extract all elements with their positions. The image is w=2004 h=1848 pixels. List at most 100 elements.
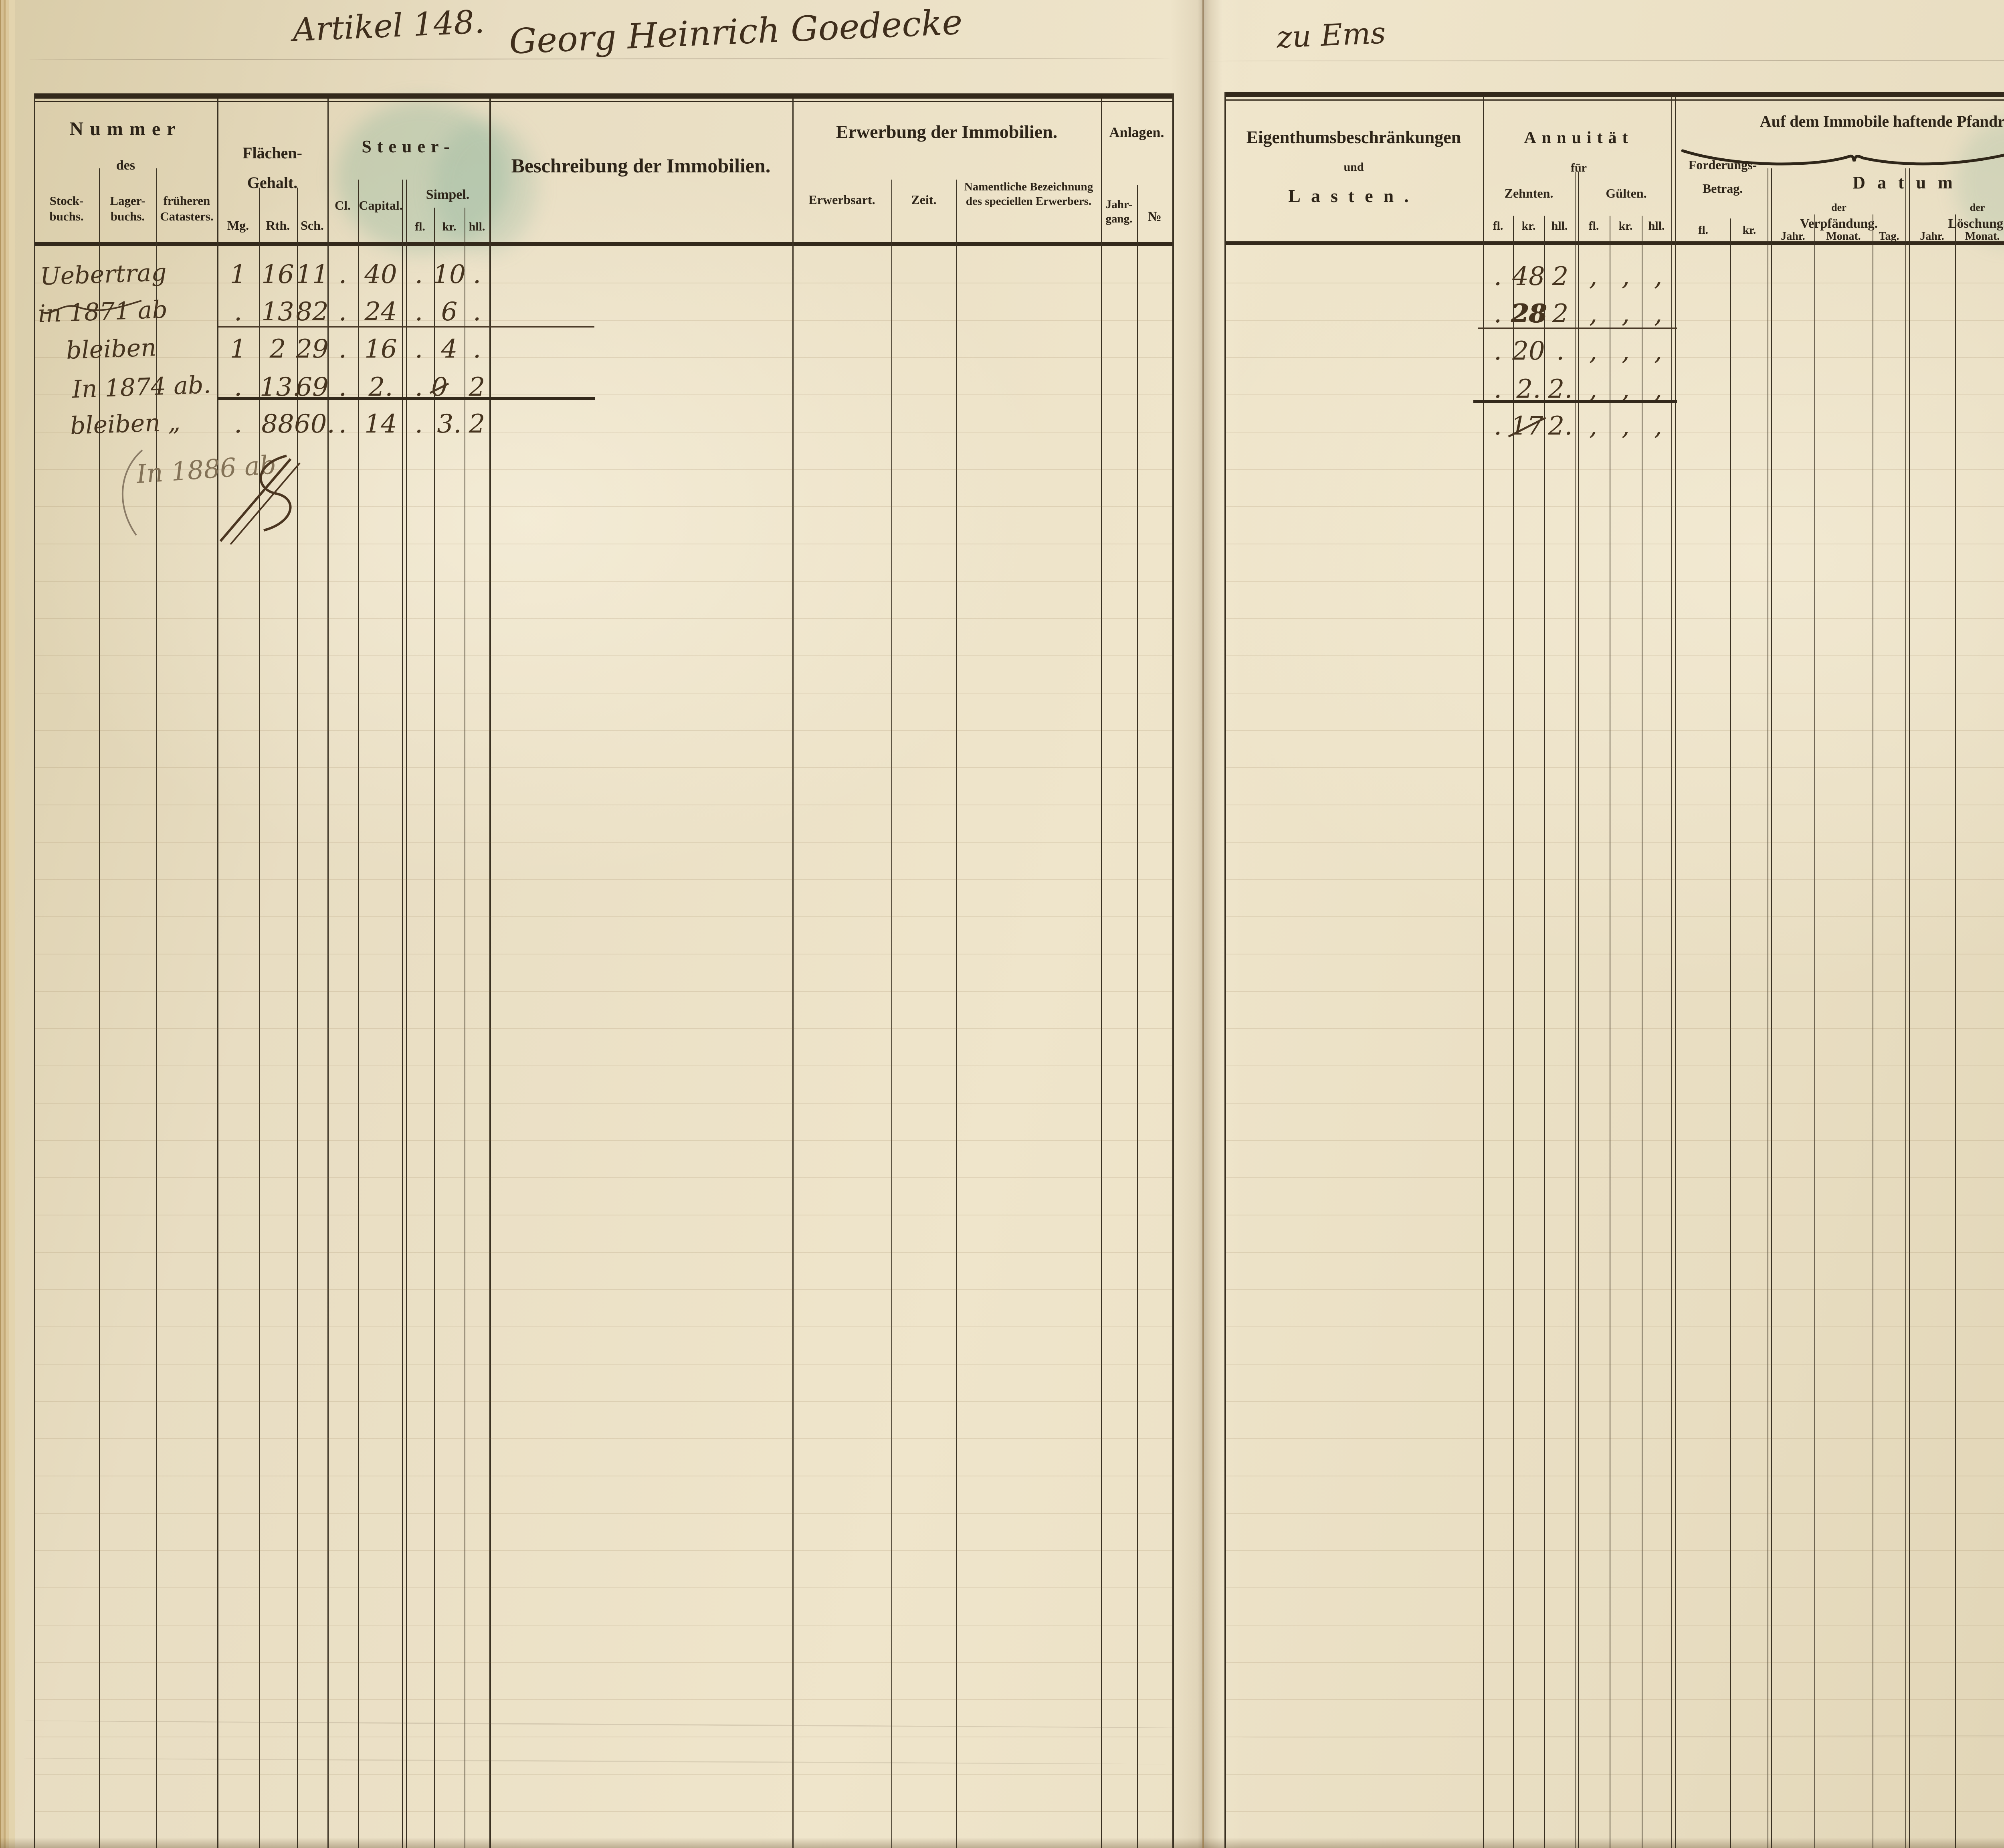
header-stockbuchs: Stock- buchs. bbox=[49, 194, 84, 223]
header-erwerbsart: Erwerbsart. bbox=[808, 192, 875, 207]
header-forderung-fl: fl. bbox=[1698, 224, 1708, 237]
cell-mg: . bbox=[234, 409, 242, 439]
cell-guelten-kr: , bbox=[1621, 299, 1630, 329]
header-eigenthumsbeschraenkungen: Eigenthumsbeschränkungen bbox=[1246, 127, 1461, 147]
header-cataster: früheren Catasters. bbox=[160, 194, 214, 223]
header-guelten: Gülten. bbox=[1606, 186, 1647, 200]
header-bottom-rule bbox=[34, 242, 1174, 246]
header-beschreibung: Beschreibung der Immobilien. bbox=[511, 154, 771, 177]
cell-cl: . bbox=[338, 372, 347, 402]
cell-sch: 11 bbox=[296, 260, 329, 289]
column-divider-double bbox=[1905, 168, 1906, 1848]
cell-guelten-hll: , bbox=[1654, 299, 1663, 329]
header-steuer: Steuer- bbox=[362, 137, 455, 156]
column-divider bbox=[99, 168, 100, 1848]
header-verpf-tag: Tag. bbox=[1879, 230, 1899, 243]
cell-rth: 88 bbox=[261, 409, 294, 439]
column-divider bbox=[1513, 216, 1514, 1848]
column-divider-double bbox=[1578, 172, 1579, 1848]
column-divider bbox=[956, 180, 957, 1848]
header-und: und bbox=[1343, 160, 1364, 174]
table-row: bleiben 1 2 29 . 16 . 4 . bbox=[0, 329, 2004, 369]
cell-fl: . bbox=[414, 334, 423, 364]
header-jahrgang-left: Jahr- gang. bbox=[1105, 198, 1133, 226]
table-row: . 17 2. , , , bbox=[0, 406, 2004, 446]
cell-guelten-hll: , bbox=[1654, 262, 1663, 291]
header-anlagen-left: Anlagen. bbox=[1109, 124, 1164, 140]
cell-guelten-kr: , bbox=[1621, 262, 1630, 291]
cell-zehnten-kr: 48 bbox=[1512, 262, 1545, 291]
footer-swash-pencil bbox=[121, 449, 143, 536]
table-row: . 2. 2. , , , bbox=[0, 369, 2004, 409]
sum-rule-light bbox=[218, 326, 594, 328]
header-cl: Cl. bbox=[335, 198, 351, 212]
header-zehnten-hll: hll. bbox=[1551, 219, 1568, 233]
table-row: bleiben „ . 88 60. . 14 . 3. 2 bbox=[0, 404, 2004, 444]
table-top-rule bbox=[34, 93, 1174, 99]
header-zeit: Zeit. bbox=[911, 192, 937, 207]
stamp-bleed bbox=[337, 100, 509, 253]
header-rth: Rth. bbox=[266, 218, 290, 233]
cell-guelten-hll: , bbox=[1654, 374, 1663, 404]
header-simpel-hll: hll. bbox=[469, 220, 485, 233]
table-row: . 20 . , , , bbox=[0, 331, 2004, 371]
cell-zehnten-kr: 20 bbox=[1512, 336, 1545, 366]
column-divider-double bbox=[1575, 172, 1576, 1848]
cell-cl: . bbox=[338, 260, 347, 289]
cell-guelten-fl: , bbox=[1589, 374, 1598, 404]
header-lagerbuchs: Lager- buchs. bbox=[110, 194, 145, 223]
cell-guelten-fl: , bbox=[1589, 299, 1598, 329]
column-divider bbox=[1955, 214, 1956, 1848]
pfandrechte-brace bbox=[1681, 149, 2004, 166]
cell-guelten-hll: , bbox=[1654, 336, 1663, 366]
column-divider bbox=[1483, 96, 1484, 1848]
cell-mg: 1 bbox=[230, 334, 246, 364]
header-nummer: Nummer bbox=[69, 118, 182, 140]
cell-zehnten-fl: . bbox=[1493, 374, 1502, 404]
header-fuer: für bbox=[1571, 161, 1587, 174]
column-divider bbox=[217, 99, 218, 1848]
sum-rule-heavy bbox=[1473, 400, 1677, 403]
column-divider bbox=[34, 93, 35, 1848]
cell-mg: 1 bbox=[230, 260, 246, 289]
pencil-guide-line bbox=[1204, 59, 2004, 62]
column-divider-double bbox=[1771, 168, 1772, 1848]
header-nummer-des: des bbox=[116, 158, 135, 173]
cell-hll: . bbox=[473, 297, 481, 327]
cell-kr: 4 bbox=[441, 334, 458, 364]
header-simpel: Simpel. bbox=[426, 187, 470, 202]
column-divider bbox=[434, 208, 435, 1848]
column-divider bbox=[297, 188, 298, 1848]
cell-cl: . bbox=[338, 334, 347, 364]
header-verpfaendung: Verpfändung. bbox=[1800, 216, 1878, 231]
header-verpfaendung-der: der bbox=[1831, 202, 1846, 213]
header-mg: Mg. bbox=[227, 218, 249, 233]
column-divider-double bbox=[1909, 168, 1910, 1848]
table-left-border bbox=[1224, 92, 1226, 1848]
article-number-handwriting: Artikel 148. bbox=[292, 3, 485, 49]
header-pfandrechte: Auf dem Immobile haftende Pfandrechte. bbox=[1760, 112, 2004, 130]
uebertrag-flourish bbox=[40, 300, 142, 314]
cell-hll: . bbox=[473, 334, 481, 364]
cell-guelten-hll: , bbox=[1654, 411, 1663, 441]
header-verpf-jahr: Jahr. bbox=[1781, 230, 1805, 243]
cell-guelten-fl: , bbox=[1589, 411, 1598, 441]
column-divider bbox=[1814, 214, 1815, 1848]
cell-cl: . bbox=[338, 409, 347, 439]
sum-rule-heavy bbox=[218, 397, 595, 400]
cell-capital: 16 bbox=[364, 334, 397, 364]
header-forderung-kr: kr. bbox=[1742, 224, 1756, 237]
table-top-thin-rule bbox=[34, 101, 1174, 102]
header-no-left: № bbox=[1147, 209, 1162, 224]
header-zehnten-fl: fl. bbox=[1493, 219, 1503, 233]
column-divider bbox=[358, 180, 359, 1848]
cell-kr-corrected: 0 bbox=[431, 372, 448, 402]
column-divider bbox=[327, 99, 329, 1848]
cell-kr: 10 bbox=[433, 260, 466, 289]
cell-hll: 2 bbox=[469, 409, 485, 439]
header-forderungsbetrag: Forderungs- Betrag. bbox=[1688, 158, 1757, 196]
footer-flourish-ink bbox=[219, 455, 301, 545]
cell-guelten-kr: , bbox=[1621, 374, 1630, 404]
cell-guelten-kr: , bbox=[1621, 336, 1630, 366]
